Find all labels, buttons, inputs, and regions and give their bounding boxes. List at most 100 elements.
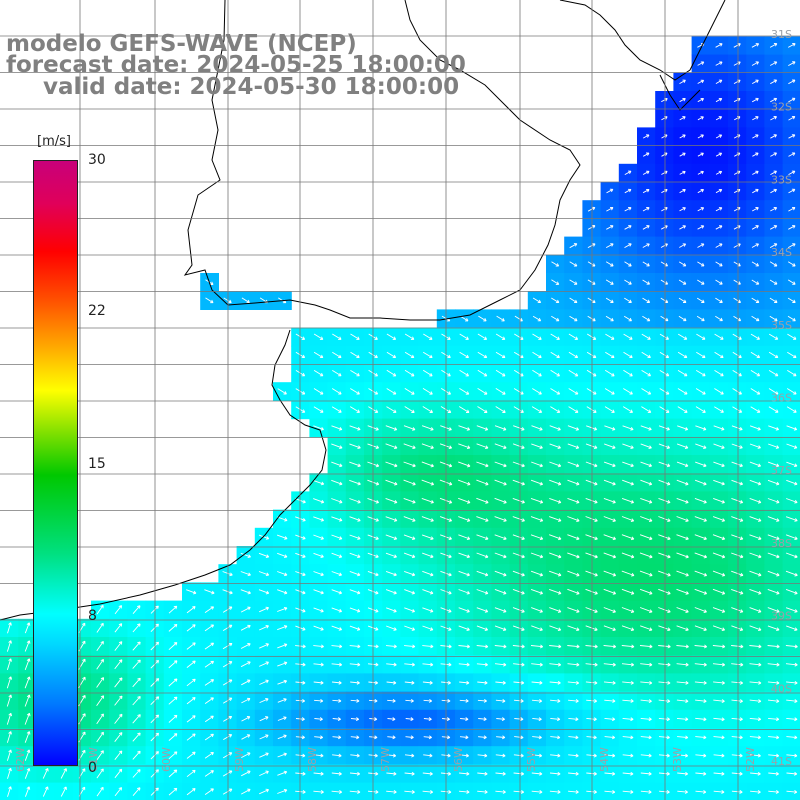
- wind-arrow: [349, 516, 361, 522]
- wind-arrow: [749, 680, 762, 685]
- wind-arrow: [385, 479, 398, 486]
- wind-arrow: [677, 406, 688, 413]
- wind-arrow: [697, 170, 704, 175]
- wind-arrow: [403, 443, 416, 450]
- wind-arrow: [658, 570, 671, 577]
- wind-arrow: [677, 790, 688, 794]
- wind-arrow: [642, 152, 650, 157]
- wind-arrow: [640, 497, 653, 504]
- wind-arrow: [788, 97, 796, 103]
- wind-arrow: [459, 680, 470, 685]
- latitude-label: 40S: [771, 682, 792, 695]
- wind-arrow: [422, 570, 434, 577]
- wind-arrow: [132, 714, 141, 724]
- wind-arrow: [350, 333, 360, 340]
- wind-arrow: [385, 461, 398, 468]
- wind-arrow: [642, 297, 651, 303]
- wind-arrow: [695, 699, 707, 704]
- wind-arrow: [530, 516, 544, 522]
- wind-arrow: [277, 589, 288, 595]
- wind-arrow: [676, 717, 689, 722]
- wind-arrow: [697, 152, 704, 157]
- wind-arrow: [349, 498, 361, 504]
- wind-arrow: [788, 152, 796, 157]
- wind-arrow: [403, 534, 416, 540]
- wind-arrow: [731, 497, 744, 504]
- wind-arrow: [715, 152, 723, 157]
- wind-arrow: [770, 188, 777, 194]
- wind-arrow: [7, 767, 12, 779]
- wind-arrow: [531, 699, 543, 703]
- wind-arrow: [624, 188, 632, 194]
- wind-arrow: [530, 479, 544, 486]
- wind-arrow: [350, 370, 360, 377]
- wind-arrow: [551, 261, 560, 267]
- wind-arrow: [678, 279, 687, 285]
- wind-arrow: [403, 425, 416, 431]
- wind-arrow: [7, 622, 12, 634]
- wind-arrow: [478, 315, 487, 322]
- wind-arrow: [331, 771, 342, 776]
- wind-arrow: [786, 425, 798, 431]
- wind-arrow: [494, 461, 507, 468]
- wind-arrow: [734, 152, 741, 157]
- wind-arrow: [658, 699, 671, 704]
- wind-arrow: [331, 571, 343, 577]
- wind-arrow: [767, 534, 780, 541]
- wind-arrow: [696, 351, 706, 359]
- wind-arrow: [586, 699, 598, 703]
- wind-arrow: [751, 279, 760, 285]
- wind-arrow: [786, 680, 798, 685]
- wind-arrow: [694, 607, 707, 613]
- wind-arrow: [204, 624, 215, 632]
- wind-arrow: [770, 170, 777, 175]
- wind-arrow: [749, 717, 762, 722]
- longitude-label: 56W: [452, 747, 465, 772]
- wind-arrow: [96, 750, 104, 761]
- wind-arrow: [642, 134, 650, 139]
- wind-arrow: [568, 717, 579, 722]
- wind-arrow: [749, 662, 762, 667]
- wind-arrow: [768, 790, 779, 794]
- wind-arrow: [641, 406, 652, 413]
- wind-arrow: [731, 588, 744, 595]
- wind-arrow: [622, 771, 634, 776]
- wind-arrow: [677, 351, 688, 359]
- wind-arrow: [586, 790, 597, 794]
- wind-arrow: [331, 644, 343, 649]
- wind-arrow: [768, 771, 779, 776]
- wind-arrow: [7, 786, 12, 797]
- wind-arrow: [768, 735, 780, 740]
- wind-arrow: [731, 534, 744, 541]
- wind-arrow: [694, 497, 707, 504]
- wind-arrow: [422, 369, 433, 377]
- wind-arrow: [714, 370, 724, 377]
- wind-arrow: [603, 644, 617, 649]
- wind-arrow: [569, 243, 578, 249]
- wind-arrow: [512, 588, 525, 595]
- wind-arrow: [222, 571, 233, 577]
- wind-cell: [782, 254, 800, 274]
- wind-arrow: [241, 734, 251, 740]
- wind-arrow: [788, 170, 796, 175]
- wind-arrow: [496, 735, 506, 740]
- wind-arrow: [787, 297, 796, 303]
- wind-arrow: [223, 715, 233, 722]
- wind-arrow: [568, 699, 579, 703]
- wind-arrow: [277, 388, 287, 395]
- wind-arrow: [658, 735, 670, 740]
- wind-arrow: [749, 497, 762, 504]
- wind-arrow: [421, 425, 434, 431]
- forecast-date: forecast date: 2024-05-25 18:00:00: [6, 52, 466, 78]
- wind-arrow: [640, 771, 652, 776]
- wind-arrow: [658, 771, 670, 776]
- wind-arrow: [494, 662, 507, 667]
- wind-arrow: [679, 207, 686, 212]
- wind-arrow: [640, 699, 652, 704]
- wind-arrow: [567, 497, 580, 504]
- wind-arrow: [677, 333, 688, 340]
- wind-arrow: [676, 443, 689, 449]
- wind-arrow: [132, 641, 141, 651]
- wind-arrow: [786, 699, 798, 704]
- wind-arrow: [240, 606, 251, 613]
